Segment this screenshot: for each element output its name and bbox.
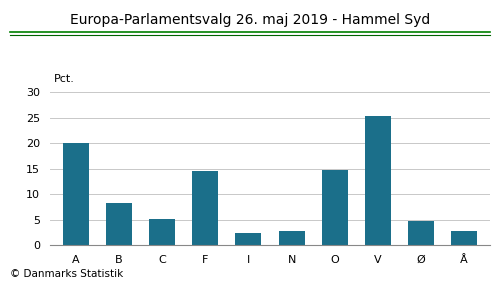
Bar: [106, 203, 132, 245]
Bar: [236, 233, 262, 245]
Text: © Danmarks Statistik: © Danmarks Statistik: [10, 269, 123, 279]
Text: Pct.: Pct.: [54, 74, 75, 84]
Bar: [408, 221, 434, 245]
Bar: [365, 116, 391, 245]
Bar: [278, 231, 304, 245]
Bar: [451, 230, 477, 245]
Bar: [149, 219, 175, 245]
Bar: [322, 170, 347, 245]
Bar: [192, 171, 218, 245]
Text: Europa-Parlamentsvalg 26. maj 2019 - Hammel Syd: Europa-Parlamentsvalg 26. maj 2019 - Ham…: [70, 13, 430, 27]
Bar: [63, 143, 89, 245]
